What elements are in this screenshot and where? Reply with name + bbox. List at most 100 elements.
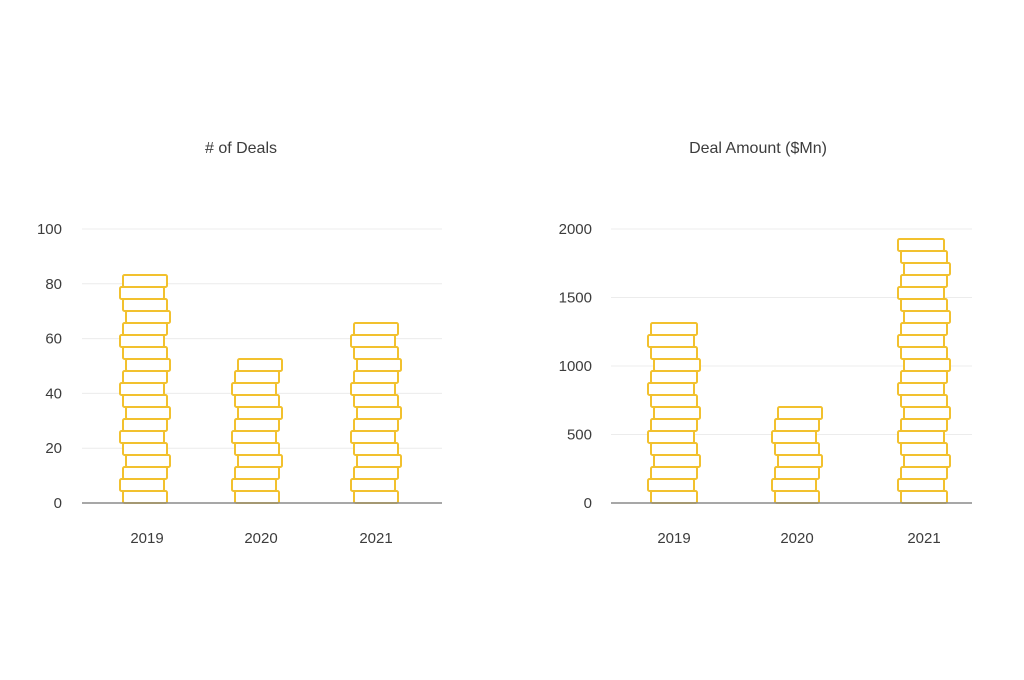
coin <box>353 394 399 408</box>
coin <box>122 466 168 480</box>
coin <box>350 382 396 396</box>
y-tick-label: 60 <box>45 331 62 348</box>
coin <box>650 418 698 432</box>
coin <box>647 430 695 444</box>
coin <box>900 322 948 336</box>
coin <box>650 490 698 504</box>
coin <box>897 286 945 300</box>
coin <box>122 346 168 360</box>
coin <box>774 418 820 432</box>
coin <box>900 394 948 408</box>
bar-2020 <box>231 358 283 504</box>
coin <box>353 346 399 360</box>
coin <box>119 382 165 396</box>
coin <box>122 322 168 336</box>
y-tick-labels: 0 20 40 60 80 100 <box>37 221 62 512</box>
coin <box>900 442 948 456</box>
coin <box>234 466 280 480</box>
coin <box>353 418 399 432</box>
coin <box>356 406 402 420</box>
coin <box>900 298 948 312</box>
coin <box>350 334 396 348</box>
coin <box>903 406 951 420</box>
coin <box>119 334 165 348</box>
x-tick-label: 2019 <box>657 530 690 547</box>
bar-2021 <box>350 322 402 504</box>
bar-2020 <box>771 406 823 504</box>
coin <box>650 322 698 336</box>
coin <box>237 406 283 420</box>
y-tick-labels: 0 500 1000 1500 2000 <box>559 221 592 512</box>
coin <box>774 442 820 456</box>
coin <box>777 406 823 420</box>
coin <box>650 466 698 480</box>
bar-2019 <box>119 274 171 504</box>
coin <box>122 370 168 384</box>
y-tick-label: 2000 <box>559 221 592 238</box>
coin <box>900 250 948 264</box>
bar-2021 <box>897 238 951 504</box>
coin <box>237 358 283 372</box>
coin <box>237 454 283 468</box>
coin <box>771 478 817 492</box>
coin <box>353 490 399 504</box>
coin <box>231 430 277 444</box>
coin <box>234 490 280 504</box>
coin <box>231 382 277 396</box>
coin <box>234 394 280 408</box>
coin <box>353 370 399 384</box>
y-tick-label: 80 <box>45 276 62 293</box>
x-tick-label: 2020 <box>780 530 813 547</box>
coin <box>125 358 171 372</box>
coin <box>897 382 945 396</box>
coin <box>647 478 695 492</box>
bars <box>119 274 402 504</box>
coin <box>119 430 165 444</box>
coin <box>356 358 402 372</box>
coin <box>650 370 698 384</box>
coin <box>122 274 168 288</box>
coin <box>353 322 399 336</box>
coin <box>234 418 280 432</box>
coin <box>650 442 698 456</box>
coin <box>353 466 399 480</box>
x-tick-label: 2021 <box>359 530 392 547</box>
chart-title: # of Deals <box>205 140 277 157</box>
coin <box>119 286 165 300</box>
coin <box>350 478 396 492</box>
coin <box>122 490 168 504</box>
coin <box>897 238 945 252</box>
coin <box>653 358 701 372</box>
deals-count-chart: # of Deals 0 20 40 60 80 100 2019 2020 2021 <box>37 140 442 547</box>
y-tick-label: 100 <box>37 221 62 238</box>
y-tick-label: 0 <box>584 495 592 512</box>
coin <box>650 346 698 360</box>
coin <box>903 262 951 276</box>
coin <box>900 418 948 432</box>
bar-2019 <box>647 322 701 504</box>
coin <box>900 490 948 504</box>
y-tick-label: 0 <box>54 495 62 512</box>
coin <box>647 334 695 348</box>
coin <box>350 430 396 444</box>
chart-title: Deal Amount ($Mn) <box>689 140 827 157</box>
y-tick-label: 20 <box>45 440 62 457</box>
coin <box>653 454 701 468</box>
x-tick-label: 2019 <box>130 530 163 547</box>
coin <box>122 418 168 432</box>
bars <box>647 238 951 504</box>
coin <box>771 430 817 444</box>
coin <box>122 394 168 408</box>
coin <box>234 442 280 456</box>
coin <box>774 490 820 504</box>
y-tick-label: 1000 <box>559 358 592 375</box>
y-tick-label: 1500 <box>559 290 592 307</box>
coin <box>903 358 951 372</box>
coin <box>900 346 948 360</box>
coin <box>231 478 277 492</box>
y-tick-label: 500 <box>567 427 592 444</box>
coin <box>125 310 171 324</box>
coin <box>897 478 945 492</box>
